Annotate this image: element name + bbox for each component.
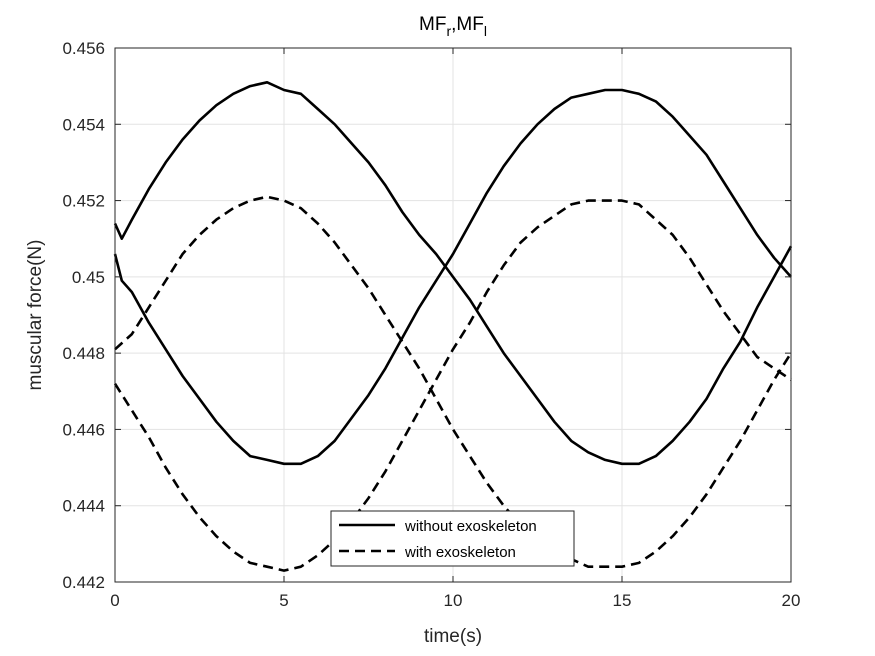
dashed-series-line-3 [113,199,792,572]
x-tick-label: 0 [110,591,119,610]
y-tick-label: 0.452 [62,192,105,211]
y-axis-label: muscular force(N) [25,240,46,391]
y-tick-label: 0.448 [62,344,105,363]
x-tick-label: 20 [782,591,801,610]
legend-label-without-exoskeleton: without exoskeleton [404,518,537,535]
legend: without exoskeleton with exoskeleton [330,510,575,567]
series-layer [113,81,793,572]
solid-series-line-1 [113,88,792,466]
legend-box [330,510,575,567]
x-axis-label: time(s) [424,626,482,647]
y-tick-label: 0.446 [62,420,105,439]
chart-title: MFr,MFl [419,14,487,39]
y-tick-label: 0.45 [72,268,105,287]
legend-label-with-exoskeleton: with exoskeleton [404,544,516,561]
y-tick-label: 0.454 [62,115,105,134]
ticks [114,47,792,583]
tick-labels: 0 5 10 15 20 0.442 0.444 0.446 0.448 0.45 0.452 0.4… [62,39,800,610]
x-tick-label: 15 [613,591,632,610]
x-tick-label: 5 [279,591,288,610]
x-tick-label: 10 [444,591,463,610]
dashed-series-line-2 [114,195,793,568]
y-tick-label: 0.442 [62,573,105,592]
grid [115,48,791,582]
y-tick-label: 0.444 [62,497,105,516]
y-tick-label: 0.456 [62,39,105,58]
